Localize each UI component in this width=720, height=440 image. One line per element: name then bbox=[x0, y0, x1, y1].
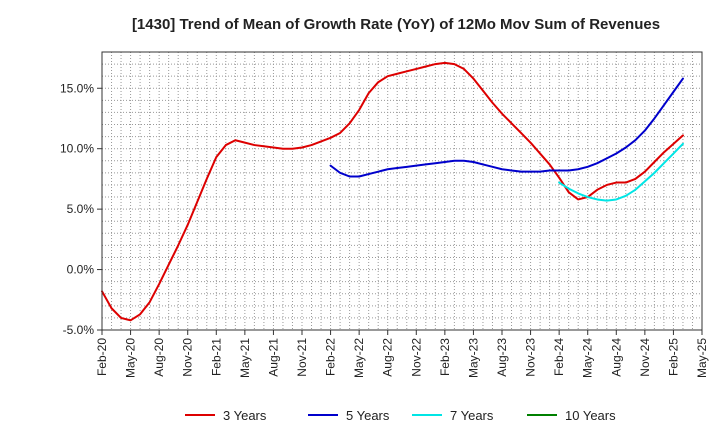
x-tick-label: Feb-20 bbox=[95, 338, 109, 376]
legend-label: 5 Years bbox=[346, 408, 390, 423]
legend-label: 7 Years bbox=[450, 408, 494, 423]
grid-lines bbox=[102, 52, 702, 330]
plot-border bbox=[101, 51, 703, 331]
x-tick-label: Aug-24 bbox=[609, 338, 623, 377]
legend-label: 10 Years bbox=[565, 408, 616, 423]
x-tick-label: May-25 bbox=[695, 338, 709, 378]
x-tick-label: Nov-23 bbox=[524, 338, 538, 377]
x-tick-label: Nov-24 bbox=[638, 338, 652, 377]
x-tick-label: Aug-21 bbox=[266, 338, 280, 377]
x-tick-label: May-22 bbox=[352, 338, 366, 378]
x-tick-label: Nov-22 bbox=[409, 338, 423, 377]
x-tick-label: Aug-22 bbox=[381, 338, 395, 377]
x-tick-label: May-23 bbox=[466, 338, 480, 378]
x-tick-label: Aug-23 bbox=[495, 338, 509, 377]
plot-area bbox=[102, 52, 702, 330]
x-tick-label: Feb-25 bbox=[666, 338, 680, 376]
chart-title: [1430] Trend of Mean of Growth Rate (YoY… bbox=[132, 16, 660, 33]
series-line-5-years bbox=[329, 77, 684, 178]
y-tick-label: 10.0% bbox=[60, 142, 94, 156]
x-tick-label: Nov-21 bbox=[295, 338, 309, 377]
legend: 3 Years 5 Years 7 Years 10 Years bbox=[185, 408, 616, 423]
y-tick-label: 15.0% bbox=[60, 81, 94, 95]
x-tick-label: May-21 bbox=[238, 338, 252, 378]
series-lines bbox=[101, 61, 684, 322]
x-tick-label: May-24 bbox=[581, 338, 595, 378]
x-tick-label: Nov-20 bbox=[181, 338, 195, 377]
legend-label: 3 Years bbox=[223, 408, 267, 423]
x-tick-label: Feb-22 bbox=[324, 338, 338, 376]
series-line-7-years bbox=[558, 142, 684, 202]
y-tick-label: -5.0% bbox=[63, 323, 95, 337]
x-tick-label: Aug-20 bbox=[152, 338, 166, 377]
axes: -5.0% 0.0% 5.0% 10.0% 15.0% Feb-20 May-20 Aug-2… bbox=[60, 51, 709, 378]
y-tick-label: 0.0% bbox=[67, 263, 95, 277]
x-tick-label: Feb-21 bbox=[209, 338, 223, 376]
plot-background bbox=[102, 52, 702, 330]
x-tick-label: May-20 bbox=[124, 338, 138, 378]
x-tick-label: Feb-24 bbox=[552, 338, 566, 376]
x-tick-label: Feb-23 bbox=[438, 338, 452, 376]
y-tick-label: 5.0% bbox=[67, 202, 95, 216]
